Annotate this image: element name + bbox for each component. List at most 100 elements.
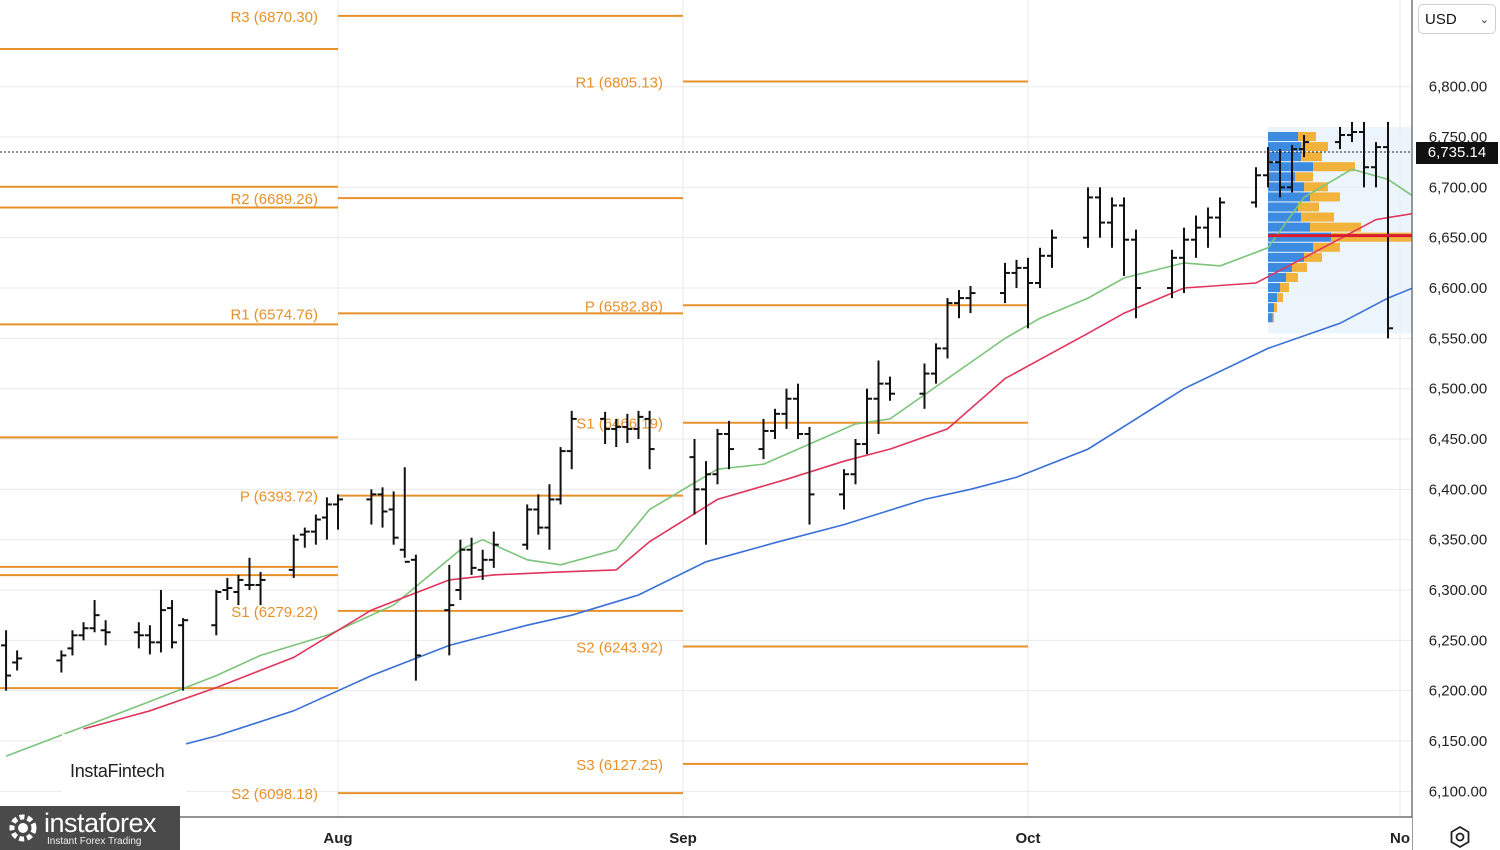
ohlc-bar (366, 489, 377, 525)
ohlc-bars (1, 121, 1480, 691)
brand-label: InstaFintech (70, 761, 165, 781)
ohlc-bar (477, 549, 488, 580)
ohlc-bar (410, 554, 421, 681)
ohlc-bar (1371, 142, 1381, 188)
profile-bar-sell (1272, 313, 1274, 323)
logo-name: instaforex (44, 808, 157, 838)
y-tick-label: 6,500.00 (1429, 381, 1487, 398)
logo-tagline: Instant Forex Trading (47, 836, 142, 847)
ohlc-bar (965, 286, 976, 314)
profile-bar-sell (1313, 162, 1355, 172)
ohlc-bar (1047, 229, 1057, 268)
profile-bar-buy (1268, 242, 1313, 252)
ohlc-bar (758, 418, 769, 460)
ohlc-bar (1083, 187, 1093, 248)
ohlc-bar (233, 574, 244, 606)
ohlc-bar (288, 534, 299, 578)
ohlc-bar (100, 620, 111, 646)
ohlc-bar (839, 469, 849, 510)
ohlc-bar (622, 413, 633, 444)
profile-bar-sell (1295, 172, 1313, 182)
ohlc-bar (644, 410, 655, 470)
ohlc-bar (1215, 197, 1225, 238)
profile-bar-buy (1268, 212, 1301, 222)
profile-bar-sell (1298, 131, 1316, 142)
ohlc-bar (155, 590, 166, 653)
y-tick-label: 6,700.00 (1429, 179, 1487, 196)
ohlc-bar (1179, 227, 1189, 294)
ohlc-bar (724, 420, 734, 470)
ohlc-bar (544, 484, 555, 550)
pivot-label: R1 (6805.13) (575, 75, 663, 92)
profile-bar-sell (1301, 152, 1322, 162)
profile-bar-buy (1268, 162, 1313, 172)
ohlc-bar (1131, 229, 1141, 319)
y-tick-label: 6,400.00 (1429, 481, 1487, 498)
ohlc-bar (873, 360, 884, 434)
ohlc-bar (1359, 121, 1369, 188)
profile-bar-buy (1268, 131, 1298, 142)
ohlc-bar (712, 428, 723, 485)
x-tick-label: Sep (669, 830, 697, 847)
pivot-label: S2 (6098.18) (231, 786, 318, 803)
ohlc-bar (1287, 145, 1297, 193)
settings-icon[interactable] (1448, 825, 1472, 849)
x-tick-label: No (1390, 830, 1410, 847)
currency-label: USD (1425, 11, 1457, 28)
profile-bar-buy (1268, 182, 1304, 192)
ohlc-bar (793, 383, 803, 440)
ohlc-bar (689, 439, 700, 515)
ohlc-bar (56, 650, 67, 673)
profile-bar-sell (1310, 192, 1340, 202)
pivot-label: R2 (6689.26) (230, 191, 318, 208)
ohlc-bar (931, 343, 941, 384)
currency-selector[interactable]: USD ⌄ (1418, 4, 1496, 34)
ohlc-bar (1383, 121, 1393, 339)
ohlc-bar (244, 557, 255, 590)
profile-bar-buy (1268, 222, 1310, 232)
ohlc-bar (919, 363, 930, 409)
y-tick-label: 6,800.00 (1429, 79, 1487, 96)
ohlc-bar (12, 650, 23, 671)
pivot-label: P (6393.72) (240, 489, 318, 506)
ohlc-bar (1, 630, 12, 691)
y-tick-label: 6,600.00 (1429, 280, 1487, 297)
y-tick-label: 6,650.00 (1429, 230, 1487, 247)
pivot-label: P (6582.86) (585, 298, 663, 315)
ohlc-bar (701, 461, 711, 545)
ohlc-bar (804, 426, 815, 525)
ohlc-bar (1191, 215, 1201, 258)
profile-bar-buy (1268, 282, 1280, 293)
x-tick-label: Oct (1015, 830, 1040, 847)
pivot-label: S3 (6127.25) (576, 757, 663, 774)
ohlc-bar (178, 618, 189, 691)
profile-bar-buy (1268, 252, 1304, 262)
y-tick-label: 6,550.00 (1429, 330, 1487, 347)
y-tick-label: 6,100.00 (1429, 783, 1487, 800)
ohlc-bar (333, 494, 343, 530)
pivot-label: R3 (6870.30) (230, 9, 318, 26)
ohlc-bar (1299, 135, 1309, 158)
ohlc-bar (1203, 207, 1213, 248)
ohlc-bar (1263, 147, 1273, 188)
profile-bar-buy (1268, 202, 1298, 212)
ohlc-bar (1251, 167, 1261, 208)
y-tick-label: 6,150.00 (1429, 733, 1487, 750)
ohlc-bar (1107, 197, 1117, 248)
ohlc-bar (954, 290, 964, 319)
profile-bar-buy (1268, 142, 1301, 152)
profile-bar-sell (1304, 252, 1322, 262)
profile-bar-sell (1331, 232, 1424, 242)
pivot-label: R1 (6574.76) (230, 306, 318, 323)
profile-bar-sell (1274, 303, 1277, 313)
ohlc-bar (1335, 126, 1345, 150)
ohlc-bar (377, 487, 388, 528)
ohlc-bar (1035, 247, 1045, 289)
y-tick-label: 6,350.00 (1429, 532, 1487, 549)
ohlc-bar (770, 408, 780, 440)
ohlc-bar (455, 539, 466, 601)
profile-bar-buy (1268, 313, 1273, 323)
ohlc-bar (310, 514, 321, 545)
x-tick-label: Aug (323, 830, 352, 847)
